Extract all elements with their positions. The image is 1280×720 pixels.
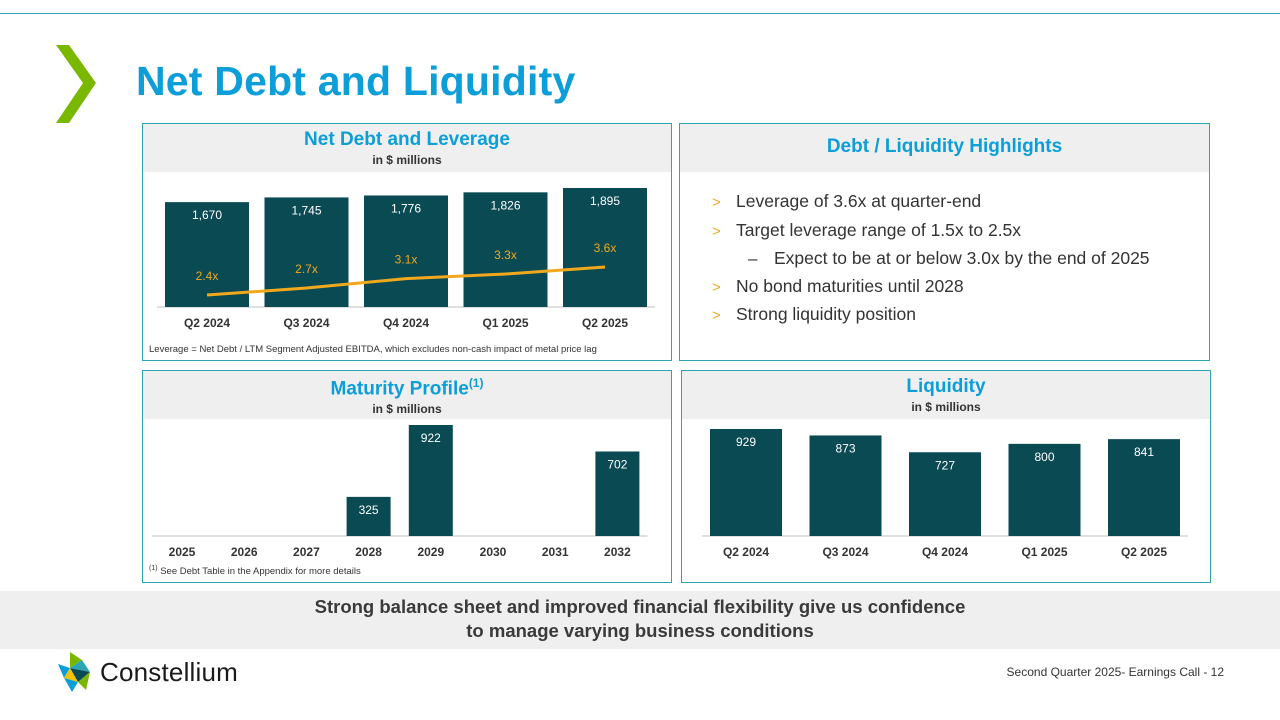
highlight-item: > Target leverage range of 1.5x to 2.5x	[712, 217, 1150, 246]
x-tick-label: Q3 2024	[283, 316, 329, 330]
bar-q2-2024	[165, 202, 249, 307]
bar-2032	[595, 451, 640, 536]
x-tick-label: 2028	[355, 545, 382, 559]
maturity-panel: Maturity Profile(1) in $ millions 2025 20…	[142, 370, 672, 583]
bar-2029	[408, 425, 453, 536]
highlight-text: Leverage of 3.6x at quarter-end	[736, 191, 982, 211]
x-tick-label: Q1 2025	[482, 316, 528, 330]
x-tick-label: 2032	[604, 545, 631, 559]
maturity-chart: 2025 2026 2027 325 2028 922 2029 2030 2031 702 203…	[152, 425, 648, 559]
highlight-marker: >	[712, 278, 721, 296]
bar-q1-2025	[1008, 443, 1081, 536]
banner-line-2: to manage varying business conditions	[466, 620, 814, 641]
bar-q3-2024	[809, 435, 882, 536]
leverage-value-label: 2.4x	[196, 269, 219, 283]
x-tick-label: 2027	[293, 545, 320, 559]
x-tick-label: Q2 2025	[1121, 545, 1167, 559]
maturity-title: Maturity Profile(1)	[143, 376, 671, 400]
bar-value-label: 1,776	[391, 201, 421, 215]
page-title: Net Debt and Liquidity	[136, 58, 576, 104]
maturity-footnote: (1) See Debt Table in the Appendix for m…	[149, 565, 361, 577]
maturity-title-footnote-ref: (1)	[468, 376, 484, 390]
bar-value-label: 873	[835, 441, 855, 455]
bar-q4-2024	[364, 195, 448, 307]
net-debt-subtitle: in $ millions	[372, 153, 442, 167]
maturity-subtitle: in $ millions	[372, 402, 442, 417]
bar-value-label: 702	[607, 457, 627, 471]
leverage-value-label: 3.6x	[594, 241, 617, 255]
highlights-list: > Leverage of 3.6x at quarter-end > Target…	[712, 188, 1150, 330]
bar-value-label: 1,745	[291, 203, 321, 217]
banner-line-1: Strong balance sheet and improved financ…	[314, 596, 966, 617]
bar-value-label: 1,670	[192, 208, 222, 222]
bar-2028	[346, 496, 391, 536]
bar-value-label: 800	[1034, 450, 1054, 464]
liquidity-title: Liquidity	[906, 376, 986, 397]
x-tick-label: 2031	[542, 545, 569, 559]
x-tick-label: 2029	[417, 545, 444, 559]
highlights-title: Debt / Liquidity Highlights	[826, 136, 1063, 157]
highlight-item: > No bond maturities until 2028	[712, 273, 1150, 302]
bar-value-label: 1,826	[490, 198, 520, 212]
bar-value-label: 841	[1134, 445, 1154, 459]
bar-value-label: 727	[935, 458, 955, 472]
leverage-value-label: 2.7x	[295, 262, 318, 276]
highlights-panel: Debt / Liquidity Highlights > Leverage of…	[679, 123, 1210, 361]
x-tick-label: 2026	[231, 545, 258, 559]
x-tick-label: Q2 2024	[184, 316, 230, 330]
conclusion-banner: Strong balance sheet and improved financ…	[0, 591, 1280, 649]
net-debt-title: Net Debt and Leverage	[304, 129, 510, 150]
net-debt-panel: Net Debt and Leverage in $ millions 1,67…	[142, 123, 672, 361]
highlight-marker: >	[712, 222, 721, 240]
maturity-title-text: Maturity Profile	[330, 378, 469, 400]
bar-value-label: 922	[421, 431, 441, 445]
highlight-marker: >	[712, 194, 721, 211]
highlight-subitem: – Expect to be at or below 3.0x by the en…	[712, 245, 1150, 273]
maturity-panel-header: Maturity Profile(1) in $ millions	[143, 371, 671, 419]
bar-q2-2025	[1108, 439, 1180, 536]
x-tick-label: 2030	[480, 545, 507, 559]
net-debt-panel-header: Net Debt and Leverage in $ millions	[143, 124, 671, 172]
brand-wordmark: Constellium	[100, 657, 239, 687]
x-tick-label: Q2 2024	[723, 545, 769, 559]
x-tick-label: Q3 2024	[822, 545, 868, 559]
liquidity-chart: 929 Q2 2024 873 Q3 2024 727 Q4 2024 800 Q1 2025…	[702, 429, 1188, 559]
highlight-item: > Strong liquidity position	[712, 301, 1150, 330]
maturity-footnote-ref: (1)	[149, 565, 158, 572]
liquidity-subtitle: in $ millions	[911, 400, 981, 414]
x-tick-label: 2025	[169, 545, 196, 559]
chevron-logo-icon	[56, 45, 96, 123]
highlight-dash-marker: –	[748, 249, 758, 268]
x-tick-label: Q1 2025	[1021, 545, 1067, 559]
footer-page-info: Second Quarter 2025- Earnings Call - 12	[1006, 665, 1224, 679]
leverage-line	[206, 265, 606, 297]
highlights-panel-header: Debt / Liquidity Highlights	[680, 124, 1209, 172]
highlight-text: No bond maturities until 2028	[736, 275, 964, 296]
bar-q4-2024	[909, 452, 981, 536]
leverage-value-label: 3.1x	[395, 253, 418, 267]
liquidity-panel-header: Liquidity in $ millions	[682, 371, 1210, 419]
x-tick-label: Q2 2025	[582, 316, 628, 330]
highlight-text: Target leverage range of 1.5x to 2.5x	[736, 219, 1022, 240]
highlight-text: Expect to be at or below 3.0x by the end…	[774, 248, 1150, 268]
bar-q2-2024	[710, 429, 782, 536]
bar-value-label: 1,895	[590, 194, 620, 208]
constellium-logo-icon	[58, 652, 90, 692]
leverage-value-label: 3.3x	[494, 248, 517, 262]
top-rule	[0, 13, 1280, 14]
bar-value-label: 929	[736, 435, 756, 449]
x-tick-label: Q4 2024	[922, 545, 968, 559]
maturity-footnote-text: See Debt Table in the Appendix for more …	[160, 566, 361, 578]
highlight-marker: >	[712, 307, 721, 324]
net-debt-chart: 1,670 Q2 2024 1,745 Q3 2024 1,776 Q4 2024 1,82…	[157, 188, 655, 330]
leverage-footnote: Leverage = Net Debt / LTM Segment Adjust…	[149, 344, 597, 355]
bar-value-label: 325	[359, 503, 379, 517]
highlight-text: Strong liquidity position	[736, 304, 916, 324]
liquidity-panel: Liquidity in $ millions 929 Q2 2024 873 Q3 …	[681, 370, 1211, 583]
bar-q2-2025	[563, 188, 647, 307]
bar-q1-2025	[463, 192, 548, 307]
highlight-item: > Leverage of 3.6x at quarter-end	[712, 188, 1150, 217]
x-tick-label: Q4 2024	[383, 316, 429, 330]
